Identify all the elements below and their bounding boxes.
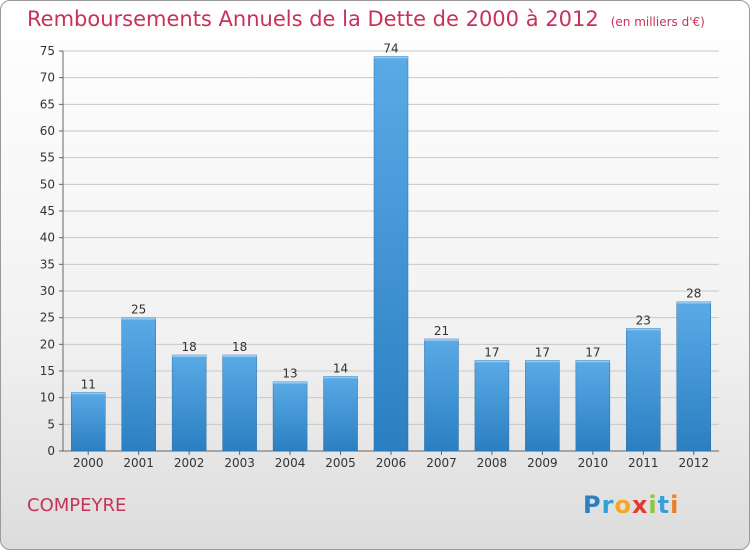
y-tick-label: 50: [40, 177, 55, 191]
y-tick-label: 35: [40, 257, 55, 271]
bar-top-edge: [575, 360, 610, 363]
y-tick-label: 15: [40, 364, 55, 378]
data-label-2009: 17: [535, 345, 550, 359]
bar-2010: [575, 360, 611, 452]
data-label-2012: 28: [686, 287, 701, 301]
x-tick-label-2012: 2012: [678, 456, 709, 470]
bar-top-edge: [626, 328, 661, 331]
bar-2000: [70, 392, 106, 452]
y-tick-label: 0: [47, 444, 55, 458]
data-label-2010: 17: [585, 345, 600, 359]
y-tick-label: 25: [40, 311, 55, 325]
y-tick-label: 75: [40, 44, 55, 58]
y-tick-label: 5: [47, 417, 55, 431]
bar-2007: [424, 338, 459, 452]
bar-top-edge: [172, 355, 207, 357]
bar-top-edge: [525, 360, 560, 363]
x-tick-label-2008: 2008: [477, 456, 508, 470]
bar-2009: [525, 360, 560, 452]
bar-top-edge: [273, 381, 308, 384]
x-tick-label-2003: 2003: [224, 456, 255, 470]
data-label-2001: 25: [131, 303, 146, 317]
bar-top-edge: [323, 376, 358, 379]
bar-2004: [272, 381, 308, 452]
data-label-2008: 17: [484, 345, 499, 359]
bar-2002: [171, 354, 207, 452]
bar-top-edge: [71, 392, 106, 395]
data-label-2000: 11: [81, 377, 96, 391]
bar-top-edge: [374, 56, 408, 59]
data-label-2003: 18: [232, 340, 247, 354]
y-tick-label: 30: [40, 284, 55, 298]
chart-title: Remboursements Annuels de la Dette de 20…: [27, 7, 705, 31]
bar-2011: [626, 328, 661, 452]
y-tick-label: 45: [40, 204, 55, 218]
bar-top-edge: [474, 360, 509, 363]
x-tick-label-2005: 2005: [325, 456, 356, 470]
x-tick-label-2006: 2006: [376, 456, 407, 470]
proxiti-logo: Proxiti: [583, 491, 680, 519]
bar-top-edge: [222, 355, 257, 357]
bar-2005: [323, 376, 358, 452]
x-tick-label-2009: 2009: [527, 456, 558, 470]
bar-2003: [222, 354, 257, 452]
y-tick-label: 70: [40, 71, 55, 85]
bar-top-edge: [676, 301, 711, 304]
bar-top-edge: [424, 339, 459, 341]
bar-2008: [474, 360, 510, 452]
x-tick-label-2002: 2002: [174, 456, 205, 470]
data-label-2011: 23: [636, 313, 651, 327]
bar-2001: [121, 317, 156, 452]
commune-name: COMPEYRE: [27, 495, 127, 516]
data-label-2005: 14: [333, 361, 348, 375]
x-tick-label-2000: 2000: [73, 456, 104, 470]
bars: 11 25 18 18 13 14 74 21 17 17 17 23 28: [70, 41, 712, 452]
y-tick-label: 55: [40, 151, 55, 165]
x-tick-label-2010: 2010: [578, 456, 609, 470]
data-label-2006: 74: [383, 41, 398, 55]
data-label-2004: 13: [282, 367, 297, 381]
x-tick-label-2004: 2004: [275, 456, 306, 470]
y-tick-label: 65: [40, 97, 55, 111]
data-label-2007: 21: [434, 324, 449, 338]
bar-top-edge: [121, 317, 156, 320]
bar-2012: [676, 301, 712, 452]
y-tick-label: 20: [40, 337, 55, 351]
x-tick-label-2011: 2011: [628, 456, 659, 470]
axes: 0 5 10 15 20 25 30 35 40 45 50 55 60 65 70 75 2000 2001 20…: [40, 44, 719, 470]
bar-2006: [373, 56, 409, 452]
chart-title-text: Remboursements Annuels de la Dette de 20…: [27, 7, 599, 31]
y-tick-label: 10: [40, 391, 55, 405]
y-tick-label: 40: [40, 231, 55, 245]
x-tick-label-2001: 2001: [123, 456, 154, 470]
x-tick-label-2007: 2007: [426, 456, 457, 470]
unit-note: (en milliers d'€): [610, 15, 705, 29]
y-tick-label: 60: [40, 124, 55, 138]
data-label-2002: 18: [182, 340, 197, 354]
